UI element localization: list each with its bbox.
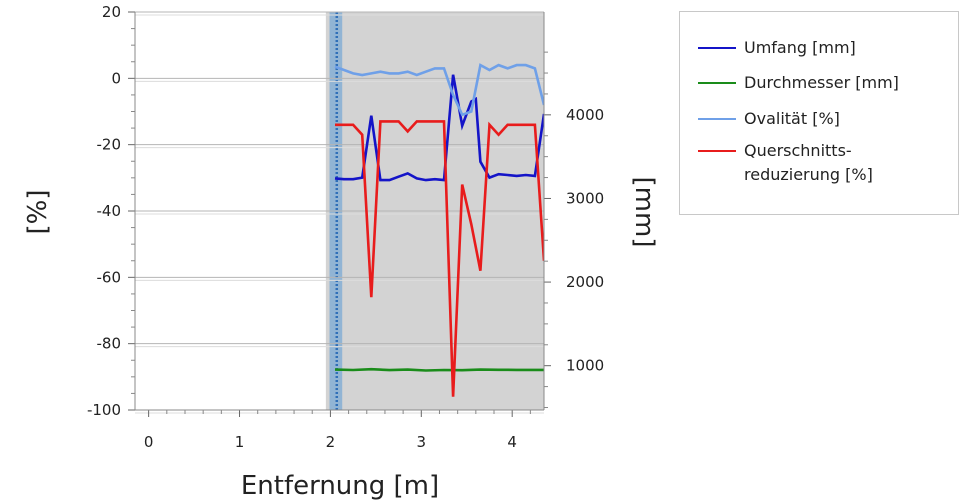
y-tick-label-left: 20	[102, 3, 121, 21]
legend-swatch	[698, 82, 736, 84]
legend-item: Querschnitts- reduzierung [%]	[698, 139, 873, 187]
x-axis-title: Entfernung [m]	[241, 471, 439, 501]
x-tick-label: 3	[417, 433, 427, 451]
y-tick-label-right: 3000	[566, 189, 604, 207]
y-tick-label-right: 2000	[566, 273, 604, 291]
legend: Umfang [mm] Durchmesser [mm] Ovalität [%] Q…	[679, 11, 959, 215]
legend-label: Ovalität [%]	[744, 109, 840, 128]
y-axis-title-right: [mm]	[629, 177, 659, 248]
legend-item: Ovalität [%]	[698, 107, 840, 131]
legend-swatch	[698, 47, 736, 49]
legend-item: Durchmesser [mm]	[698, 71, 899, 95]
x-tick-label: 2	[326, 433, 336, 451]
legend-swatch	[698, 118, 736, 120]
y-tick-label-right: 4000	[566, 106, 604, 124]
y-tick-label-left: -20	[97, 136, 122, 154]
x-tick-label: 1	[235, 433, 245, 451]
series-line-3	[334, 63, 544, 117]
series-line-4	[335, 120, 544, 397]
series-line-2	[334, 367, 544, 372]
y-tick-label-left: 0	[111, 69, 121, 87]
y-axis-title-left: [%]	[23, 190, 53, 235]
legend-label: Querschnitts- reduzierung [%]	[744, 141, 873, 184]
x-tick-label: 4	[507, 433, 517, 451]
y-tick-label-left: -80	[97, 335, 122, 353]
y-tick-label-left: -60	[97, 268, 122, 286]
series-line-1	[334, 74, 544, 182]
y-tick-label-right: 1000	[566, 357, 604, 375]
legend-swatch	[698, 150, 736, 152]
y-tick-label-left: -100	[87, 401, 121, 419]
legend-label: Durchmesser [mm]	[744, 73, 899, 92]
legend-item: Umfang [mm]	[698, 36, 856, 60]
legend-label: Umfang [mm]	[744, 38, 856, 57]
y-tick-label-left: -40	[97, 202, 122, 220]
x-tick-label: 0	[144, 433, 154, 451]
